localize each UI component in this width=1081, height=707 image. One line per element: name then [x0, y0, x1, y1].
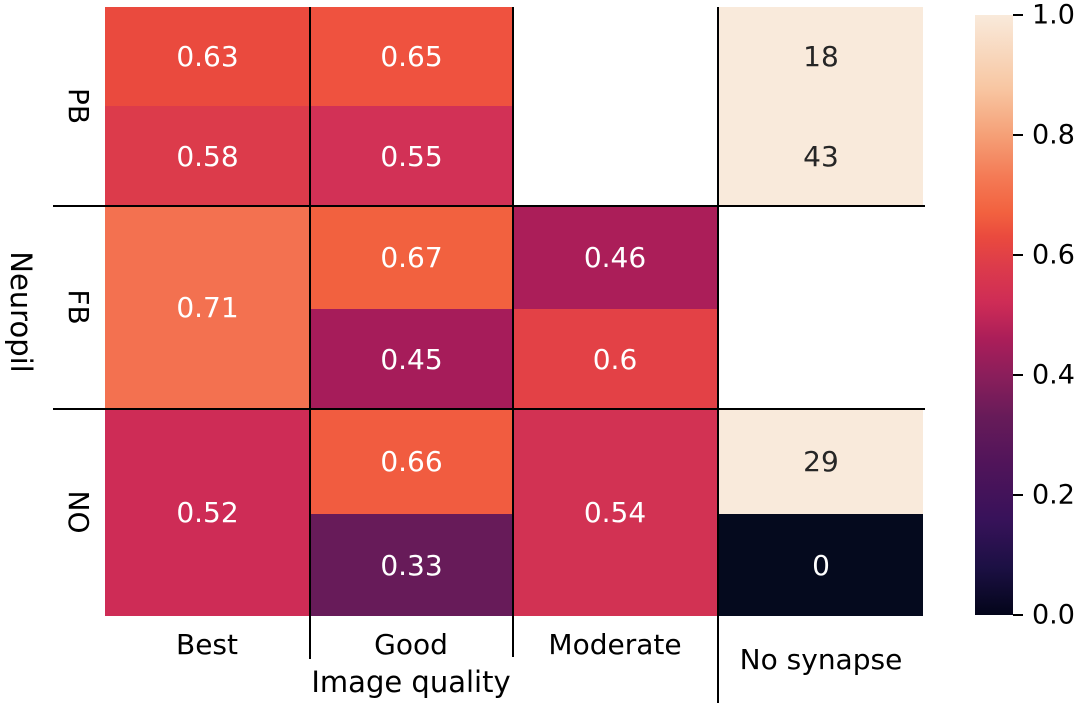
- colorbar-tickmark-0.2: [1013, 493, 1023, 497]
- cell-fb-good-top: 0.67: [310, 206, 513, 309]
- x-axis-label: Image quality: [311, 665, 511, 699]
- colorbar-ticklabel-1.0: 1.0: [1032, 0, 1075, 31]
- cell-no-no-synapse-top: 29: [719, 409, 923, 514]
- cell-no-no-synapse-bottom: 0: [719, 514, 923, 616]
- grid-line-vertical-moderate-nosynapse: [716, 7, 719, 703]
- colorbar-tickmark-0.8: [1013, 133, 1023, 137]
- colorbar-ticklabel-0.6: 0.6: [1032, 239, 1075, 271]
- grid-line-vertical-good-moderate: [511, 7, 514, 657]
- colorbar-ticklabel-0.4: 0.4: [1032, 359, 1075, 391]
- colorbar-ticklabel-0.2: 0.2: [1032, 479, 1075, 511]
- x-tick-moderate: Moderate: [548, 628, 682, 661]
- cell-pb-good-bottom: 0.55: [310, 106, 513, 206]
- cell-no-moderate-full: 0.54: [513, 409, 717, 616]
- cell-pb-good-top: 0.65: [310, 7, 513, 106]
- cell-pb-best-top: 0.63: [105, 7, 310, 106]
- x-tick-no-synapse: No synapse: [739, 643, 903, 676]
- grid-line-horizontal-fb-no: [53, 407, 925, 410]
- cell-pb-no-synapse-top: 18: [719, 7, 923, 106]
- grid-line-vertical-best-good: [308, 7, 311, 659]
- x-tick-best: Best: [175, 628, 239, 661]
- colorbar-tickmark-0.4: [1013, 373, 1023, 377]
- colorbar-ticklabel-0.0: 0.0: [1032, 599, 1075, 631]
- cell-fb-moderate-bottom: 0.6: [513, 309, 717, 409]
- y-axis-label: Neuropil: [4, 251, 38, 373]
- colorbar-tickmark-0.6: [1013, 253, 1023, 257]
- y-tick-pb: PB: [62, 87, 95, 125]
- grid-line-horizontal-pb-fb: [53, 204, 925, 207]
- x-tick-good: Good: [374, 628, 448, 661]
- cell-pb-no-synapse-bottom: 43: [719, 106, 923, 206]
- cell-no-good-bottom: 0.33: [310, 514, 513, 616]
- cell-fb-good-bottom: 0.45: [310, 309, 513, 409]
- cell-no-best-full: 0.52: [105, 409, 310, 616]
- cell-fb-best-full: 0.71: [105, 206, 310, 409]
- y-tick-no: NO: [62, 490, 95, 534]
- colorbar-tickmark-1.0: [1013, 13, 1023, 17]
- cell-no-good-top: 0.66: [310, 409, 513, 514]
- cell-pb-best-bottom: 0.58: [105, 106, 310, 206]
- y-tick-fb: FB: [62, 289, 95, 325]
- colorbar: [975, 15, 1013, 615]
- colorbar-ticklabel-0.8: 0.8: [1032, 119, 1075, 151]
- colorbar-tickmark-0.0: [1013, 613, 1023, 617]
- cell-fb-moderate-top: 0.46: [513, 206, 717, 309]
